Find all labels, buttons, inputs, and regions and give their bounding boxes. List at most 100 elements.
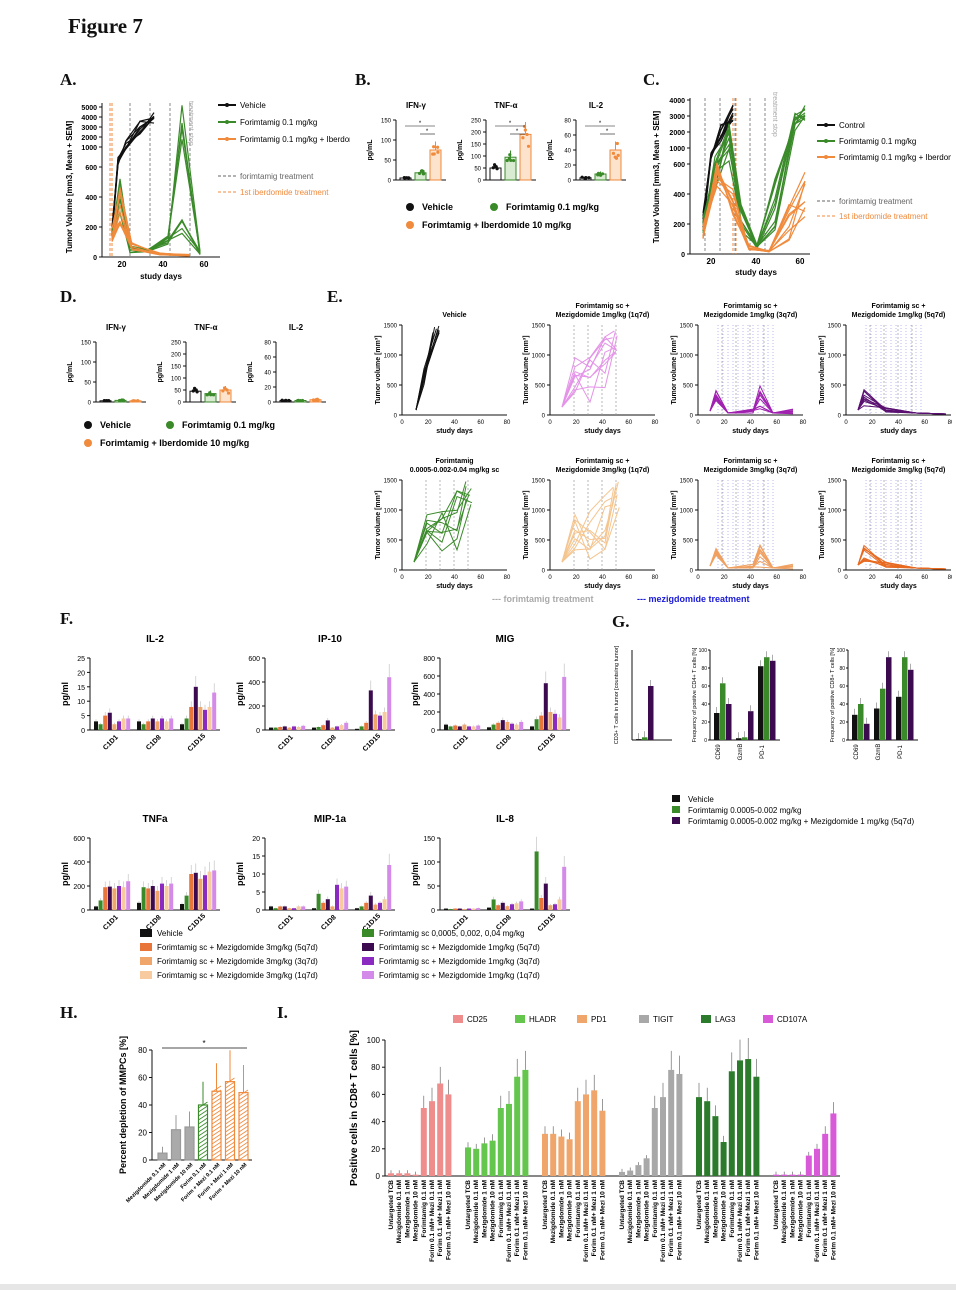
panel-a-ytick: 400 <box>85 195 97 202</box>
panel-g-bar <box>742 737 748 740</box>
panel-f-bar <box>514 903 519 910</box>
panel-e-ytick: 1000 <box>828 509 842 515</box>
panel-f-bar <box>339 725 344 730</box>
panel-f-bar <box>543 883 548 910</box>
panel-e-ylabel: Tumor volume [mm³] <box>671 490 678 559</box>
panel-f-bar <box>519 721 524 730</box>
panel-g-ylabel: Frequency of positive CD4+ T cells [%] <box>692 647 698 742</box>
panel-f-bar <box>467 908 471 910</box>
panel-i-bar <box>412 1174 419 1176</box>
panel-f-legend-swatch <box>362 957 374 965</box>
panel-i-category: Forim 0.1 nM+ Mezi 0.1 nM <box>737 1180 744 1262</box>
panel-c-ytick: 0 <box>681 252 685 259</box>
panel-e-ytick: 1000 <box>828 354 842 360</box>
panel-b-point <box>526 144 531 148</box>
panel-b-point <box>584 175 588 180</box>
panel-e-xtick: 20 <box>869 420 876 426</box>
panel-i-category: Forim 0.1 nM+ Mezi 10 nM <box>830 1180 837 1260</box>
panel-e-ytick: 0 <box>394 414 398 420</box>
panel-e-line <box>709 547 794 569</box>
panel-i-bar <box>830 1113 837 1176</box>
panel-f-bar <box>94 906 98 910</box>
panel-f-bar <box>453 725 458 730</box>
panel-e-title: Forimtamig <box>435 458 473 465</box>
panel-i-category: Forim 0.1 nM+ Mezi 0.1 nM <box>429 1180 436 1262</box>
panel-e-xtick: 60 <box>921 420 928 426</box>
panel-f-ytick: 400 <box>423 692 435 699</box>
panel-i-legend-item: HLADR <box>529 1015 556 1024</box>
panel-e-xtick: 40 <box>895 420 902 426</box>
panel-e-xtick: 60 <box>773 575 780 581</box>
panel-d-point <box>211 393 216 397</box>
panel-e-ylabel: Tumor volume [mm³] <box>375 335 382 404</box>
panel-f-bar <box>278 727 283 730</box>
panel-a-ytick: 200 <box>85 225 97 232</box>
panel-i-bar <box>728 1071 735 1176</box>
panel-d-legend: Vehicle Forimtamig 0.1 mg/kg Forimtamig … <box>84 420 275 448</box>
panel-c-ytick: 400 <box>673 192 685 199</box>
panel-f-bar <box>378 715 382 730</box>
panel-d-title: IL-2 <box>289 323 304 332</box>
panel-f-bar <box>457 726 462 730</box>
panel-b-ytick: 20 <box>564 164 571 170</box>
panel-i-legend-item: LAG3 <box>715 1015 736 1024</box>
panel-d-point <box>223 387 227 391</box>
panel-f-bar <box>553 713 557 730</box>
panel-f-group-label: C1D8 <box>145 734 163 752</box>
panel-g-chart: CD3+ T cells in tumor [counts/mg tumor] F… <box>614 645 918 826</box>
panel-f-title: IL-2 <box>146 634 164 645</box>
panel-i-category: Forim 0.1 nM+ Mezi 0.1 nM <box>660 1180 667 1262</box>
panel-e-xtick: 80 <box>800 575 807 581</box>
panel-d-ytick: 20 <box>264 386 271 392</box>
panel-f-bar <box>180 724 184 730</box>
panel-f-bar <box>146 888 151 910</box>
panel-f-bar <box>94 721 98 730</box>
panel-c-xlabel: study days <box>735 268 777 277</box>
panel-a-ylabel: Tumor Volume [mm3, Mean + SEM] <box>65 120 74 253</box>
panel-f-bar <box>117 886 121 910</box>
panel-f-ytick: 5 <box>256 890 260 897</box>
panel-f-ytick: 400 <box>248 680 260 687</box>
panel-i-legend-swatch <box>639 1015 649 1023</box>
panel-g-legend: Vehicle Forimtamig 0.0005-0.002 mg/kg Fo… <box>672 795 914 826</box>
panel-f-bar <box>487 907 491 910</box>
panel-e-line <box>561 497 613 563</box>
panel-i-category: Mezigdomide 0.1 nM <box>473 1180 480 1243</box>
panel-g-group-label: PD-1 <box>760 745 766 759</box>
panel-e-xtick: 60 <box>921 575 928 581</box>
panel-f-ytick: 150 <box>423 836 435 843</box>
panel-d-ytick: 80 <box>264 341 271 347</box>
panel-d-legend-2: Forimtamig + Iberdomide 10 mg/kg <box>100 438 249 448</box>
panel-e-title: Mezigdomide 3mg/kg (5q7d) <box>852 467 946 474</box>
panel-g-legend-1: Forimtamig 0.0005-0.002 mg/kg <box>688 806 801 815</box>
panel-e-ylabel: Tumor volume [mm³] <box>819 335 826 404</box>
panel-c-combo-line <box>702 177 806 253</box>
panel-f-bar <box>126 718 131 730</box>
panel-a-legend-0: Vehicle <box>240 101 266 110</box>
panel-b-point <box>507 156 511 161</box>
panel-label-c: C. <box>643 70 660 89</box>
panel-f-bar <box>141 724 146 730</box>
panel-f-bar <box>382 712 387 730</box>
panel-f-bar <box>373 714 378 730</box>
panel-i-bar <box>797 1174 804 1176</box>
panel-e-ytick: 1000 <box>384 354 398 360</box>
panel-e-xtick: 0 <box>844 575 848 581</box>
panel-f-bar <box>169 883 174 910</box>
panel-i-bar <box>651 1108 658 1176</box>
panel-e-title: Forimtamig sc + <box>872 458 926 465</box>
panel-f-bar <box>543 683 548 730</box>
panel-b-title: TNF-α <box>494 101 517 110</box>
panel-i-bar <box>712 1116 719 1176</box>
panel-i-bar <box>737 1060 743 1176</box>
panel-f-bar <box>519 901 524 910</box>
panel-i-category: Mezigdomide 0.1 nM <box>396 1180 403 1243</box>
panel-i-bar <box>805 1155 812 1176</box>
panel-e-line <box>413 488 472 563</box>
panel-c-legend-3: forimtamig treatment <box>839 197 913 206</box>
panel-i-legend-item: PD1 <box>591 1015 607 1024</box>
panel-i-category: Forim 0.1 nM+ Mezi 1 nM <box>822 1180 829 1256</box>
panel-b-point <box>421 172 425 176</box>
panel-f-bar <box>212 870 217 910</box>
